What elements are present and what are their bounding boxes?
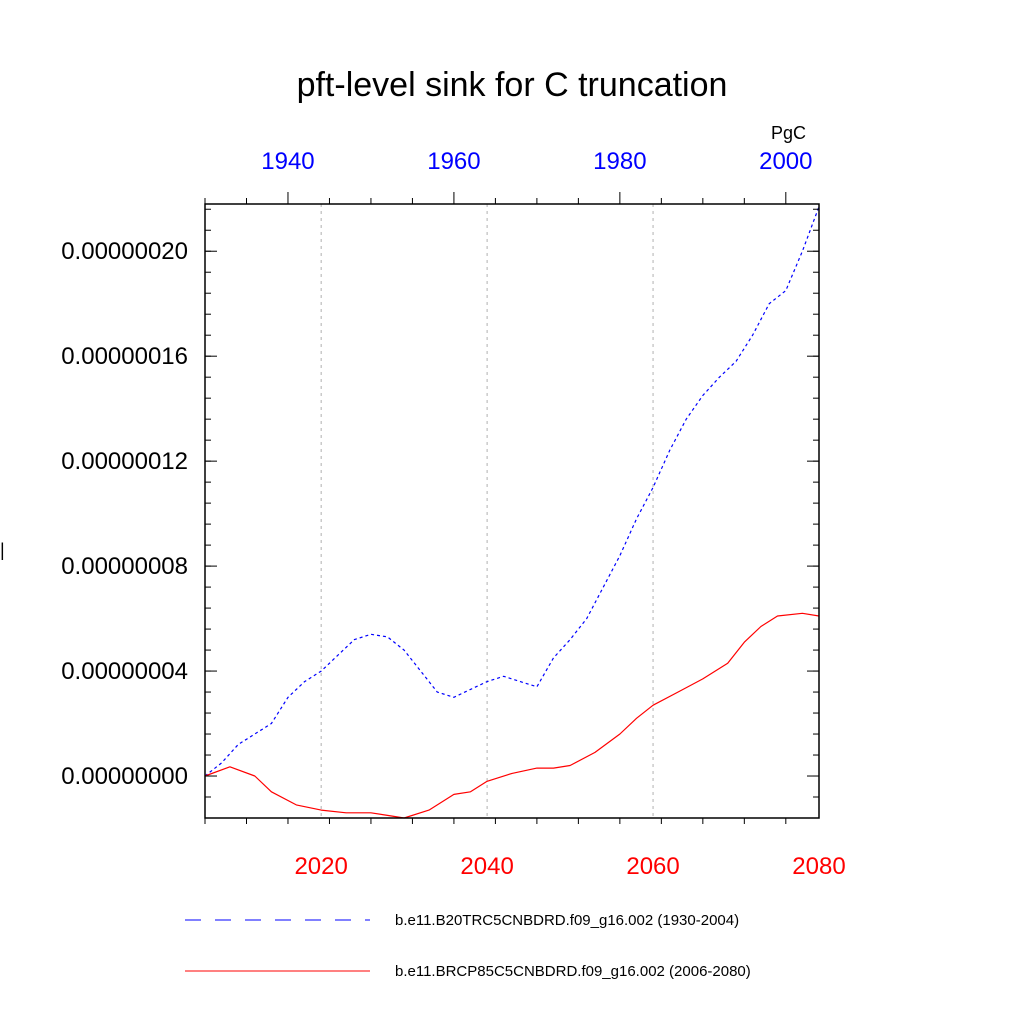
series-line-0 [204, 206, 820, 777]
y-tick-label-4: 0.00000016 [61, 343, 188, 370]
y-tick-label-0: 0.00000000 [61, 763, 188, 790]
legend-label-historical: b.e11.B20TRC5CNBDRD.f09_g16.002 (1930-20… [395, 912, 739, 929]
y-tick-label-2: 0.00000008 [61, 553, 188, 580]
y-tick-label-5: 0.00000020 [61, 238, 188, 265]
units-label: PgC [771, 123, 806, 143]
y-tick-label-3: 0.00000012 [61, 448, 188, 475]
bottom-tick-label-2080: 2080 [792, 853, 845, 880]
legend: b.e11.B20TRC5CNBDRD.f09_g16.002 (1930-20… [185, 912, 751, 980]
chart-title: pft-level sink for C truncation [297, 66, 728, 104]
bottom-tick-label-2040: 2040 [460, 853, 513, 880]
series-lines [204, 206, 820, 819]
legend-label-rcp85: b.e11.BRCP85C5CNBDRD.f09_g16.002 (2006-2… [395, 963, 751, 980]
axes: 0.00000000 0.00000004 0.00000008 0.00000012… [61, 148, 845, 880]
series-line-1 [204, 612, 820, 819]
grid-lines [320, 204, 654, 818]
top-tick-label-2000: 2000 [759, 148, 812, 175]
y-tick-label-1: 0.00000004 [61, 658, 188, 685]
bottom-tick-label-2060: 2060 [626, 853, 679, 880]
top-tick-label-1960: 1960 [427, 148, 480, 175]
top-tick-label-1980: 1980 [593, 148, 646, 175]
bottom-tick-label-2020: 2020 [294, 853, 347, 880]
top-tick-label-1940: 1940 [261, 148, 314, 175]
y-axis-label: | [0, 540, 5, 560]
plot-frame [204, 203, 820, 819]
